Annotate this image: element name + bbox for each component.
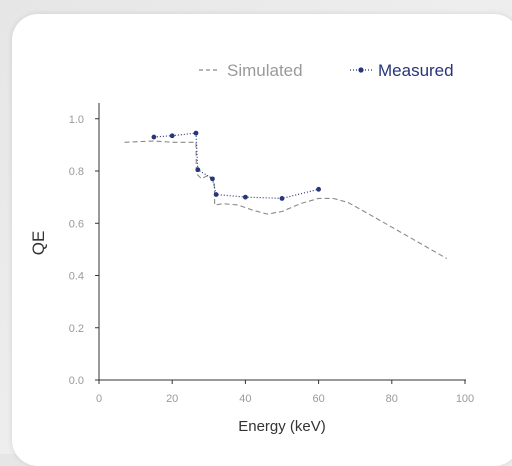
measured-series-line: [153, 132, 319, 200]
x-tick-label: 0: [96, 393, 102, 405]
measured-data-point: [243, 194, 248, 200]
measured-data-point: [210, 176, 215, 182]
chart-card: [12, 14, 512, 466]
x-tick-label: 20: [166, 393, 178, 405]
measured-data-point: [193, 130, 199, 136]
measured-data-point: [316, 186, 321, 192]
measured-data-point: [213, 192, 219, 197]
x-axis-title: Energy (keV): [238, 418, 326, 435]
x-tick-label: 40: [239, 393, 251, 405]
y-tick-label: 0.0: [69, 375, 84, 387]
y-axis-title: QE: [29, 231, 48, 256]
legend-measured-marker: [358, 67, 364, 73]
legend-measured-label: Measured: [378, 61, 454, 80]
measured-data-point: [151, 134, 157, 140]
axis-ticks: 0 20 40 60 80 100 0.0 0.2 0.4 0.6 0.8 1.0: [69, 114, 474, 405]
y-tick-label: 0.8: [69, 166, 84, 178]
legend-simulated-label: Simulated: [227, 61, 303, 80]
x-tick-label: 60: [312, 393, 324, 405]
legend: Simulated Measured: [199, 61, 454, 80]
series-layer: [124, 130, 447, 259]
y-tick-label: 0.2: [69, 323, 84, 335]
x-tick-label: 100: [456, 393, 474, 405]
measured-data-point: [195, 167, 201, 173]
y-tick-label: 1.0: [69, 114, 84, 126]
simulated-series-line: [124, 140, 447, 259]
qe-chart: 0 20 40 60 80 100 0.0 0.2 0.4 0.6 0.8 1.0 Energy (k…: [29, 61, 474, 435]
measured-data-point: [169, 133, 175, 139]
y-tick-label: 0.6: [69, 218, 84, 230]
x-tick-label: 80: [386, 393, 398, 405]
measured-data-point: [279, 196, 285, 201]
y-tick-label: 0.4: [69, 271, 84, 283]
